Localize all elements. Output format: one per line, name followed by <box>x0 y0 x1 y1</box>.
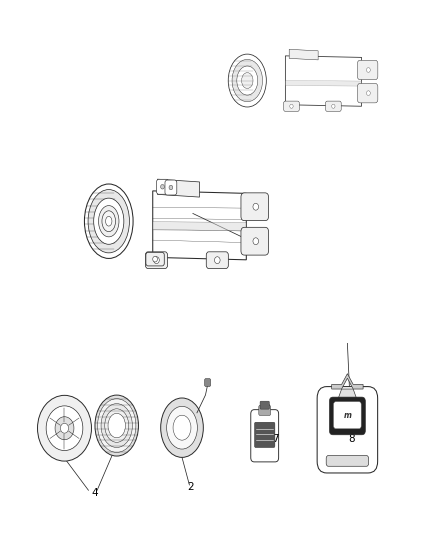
Ellipse shape <box>237 66 258 95</box>
FancyBboxPatch shape <box>241 227 268 255</box>
Ellipse shape <box>106 216 112 226</box>
Text: 8: 8 <box>349 434 355 444</box>
Circle shape <box>215 257 220 264</box>
Circle shape <box>60 423 68 433</box>
Text: 1: 1 <box>259 243 266 253</box>
Ellipse shape <box>166 406 198 449</box>
Circle shape <box>367 91 370 95</box>
Circle shape <box>253 238 258 245</box>
Ellipse shape <box>242 72 253 88</box>
Polygon shape <box>286 80 361 86</box>
Circle shape <box>161 184 164 189</box>
Ellipse shape <box>101 403 132 448</box>
Circle shape <box>55 417 74 440</box>
Ellipse shape <box>173 415 191 440</box>
Circle shape <box>153 256 157 262</box>
FancyBboxPatch shape <box>241 193 268 221</box>
FancyBboxPatch shape <box>326 456 369 466</box>
Circle shape <box>253 203 258 210</box>
Ellipse shape <box>98 399 136 453</box>
Text: 2: 2 <box>187 481 194 491</box>
Polygon shape <box>286 56 361 106</box>
Polygon shape <box>338 389 357 398</box>
FancyBboxPatch shape <box>251 410 279 462</box>
FancyBboxPatch shape <box>284 101 299 111</box>
Ellipse shape <box>228 54 266 107</box>
Circle shape <box>154 257 159 264</box>
Ellipse shape <box>161 398 203 457</box>
Ellipse shape <box>95 395 138 456</box>
Ellipse shape <box>108 414 125 438</box>
Circle shape <box>38 395 92 461</box>
FancyBboxPatch shape <box>357 60 378 80</box>
Ellipse shape <box>105 409 129 442</box>
Circle shape <box>46 406 83 450</box>
FancyBboxPatch shape <box>254 422 275 448</box>
FancyBboxPatch shape <box>145 252 167 269</box>
FancyBboxPatch shape <box>357 83 378 103</box>
Circle shape <box>367 68 370 72</box>
Polygon shape <box>153 191 246 260</box>
Circle shape <box>332 104 335 108</box>
FancyBboxPatch shape <box>206 252 228 269</box>
FancyBboxPatch shape <box>165 180 177 195</box>
FancyBboxPatch shape <box>329 397 365 435</box>
FancyBboxPatch shape <box>156 179 168 194</box>
Polygon shape <box>332 374 363 389</box>
FancyBboxPatch shape <box>146 252 164 266</box>
Text: 7: 7 <box>272 434 279 444</box>
FancyBboxPatch shape <box>317 386 378 473</box>
FancyBboxPatch shape <box>325 101 341 111</box>
Ellipse shape <box>102 211 116 232</box>
Ellipse shape <box>94 198 124 244</box>
FancyBboxPatch shape <box>259 405 271 416</box>
Polygon shape <box>157 179 200 197</box>
Ellipse shape <box>104 214 113 229</box>
Ellipse shape <box>99 206 119 237</box>
Polygon shape <box>153 222 246 231</box>
Circle shape <box>290 104 293 108</box>
FancyBboxPatch shape <box>205 378 211 386</box>
Ellipse shape <box>232 59 262 102</box>
Circle shape <box>169 185 173 190</box>
FancyBboxPatch shape <box>260 401 269 409</box>
Text: 4: 4 <box>92 488 98 498</box>
Text: m: m <box>343 411 351 421</box>
Ellipse shape <box>85 184 133 259</box>
Ellipse shape <box>88 190 130 253</box>
FancyBboxPatch shape <box>334 402 361 429</box>
Polygon shape <box>289 50 318 60</box>
